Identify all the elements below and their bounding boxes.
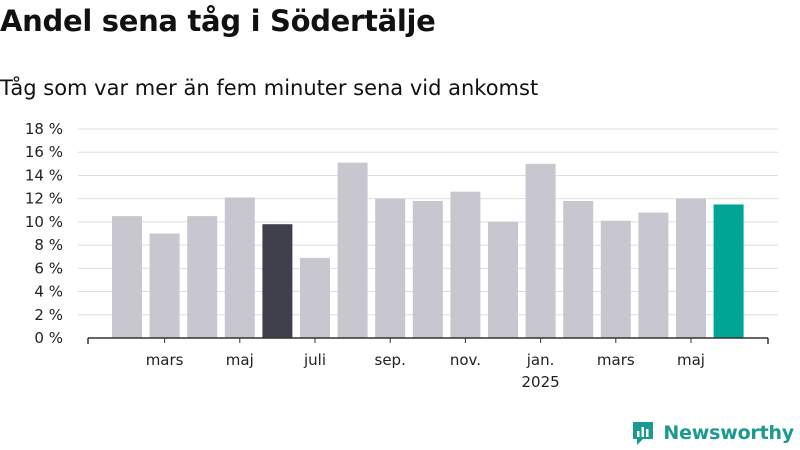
y-tick-label: 2 % — [34, 306, 63, 324]
bar-4 — [262, 224, 293, 338]
x-tick-label: mars — [597, 351, 635, 369]
x-tick-label: juli — [303, 351, 326, 369]
bar-0 — [112, 216, 142, 338]
y-tick-label: 8 % — [34, 236, 63, 254]
x-tick-label: jan. — [526, 351, 555, 369]
bar-10 — [488, 221, 518, 338]
bar-chart: 0 % 2 % 4 % 6 % 8 % 10 % 12 % 14 % 16 % 18 % mars m… — [25, 120, 778, 391]
bar-11 — [525, 163, 556, 338]
bar-14 — [638, 212, 669, 338]
newsworthy-logo-icon — [633, 422, 654, 445]
bar-15 — [676, 198, 706, 338]
x-tick-label: maj — [677, 351, 705, 369]
x-tick-label: maj — [226, 351, 254, 369]
y-tick-label: 16 % — [25, 143, 63, 161]
bar-9 — [450, 191, 481, 338]
x-tick-year-label: 2025 — [522, 373, 560, 391]
y-tick-label: 0 % — [34, 329, 63, 347]
y-tick-label: 12 % — [25, 190, 63, 208]
bar-7 — [375, 198, 406, 338]
bar-8 — [412, 200, 443, 338]
y-tick-label: 10 % — [25, 213, 63, 231]
y-tick-label: 18 % — [25, 120, 63, 138]
bar-3 — [224, 197, 255, 338]
x-tick-label: sep. — [375, 351, 406, 369]
brand-logo: Newsworthy — [631, 420, 794, 446]
chart-title: Andel sena tåg i Södertälje — [0, 4, 436, 38]
y-tick-label: 4 % — [34, 283, 63, 301]
brand-name: Newsworthy — [663, 422, 794, 444]
bar-12 — [563, 200, 594, 338]
bar-13 — [600, 220, 631, 338]
x-tick-label: mars — [146, 351, 184, 369]
chart-subtitle: Tåg som var mer än fem minuter sena vid … — [0, 76, 539, 100]
bar-2 — [187, 216, 218, 338]
bar-5 — [300, 257, 330, 338]
bar-16 — [713, 204, 744, 338]
bar-6 — [337, 162, 368, 338]
y-tick-label: 14 % — [25, 166, 63, 184]
bar-1 — [149, 233, 180, 338]
x-tick-label: nov. — [450, 351, 481, 369]
y-tick-label: 6 % — [34, 259, 63, 277]
